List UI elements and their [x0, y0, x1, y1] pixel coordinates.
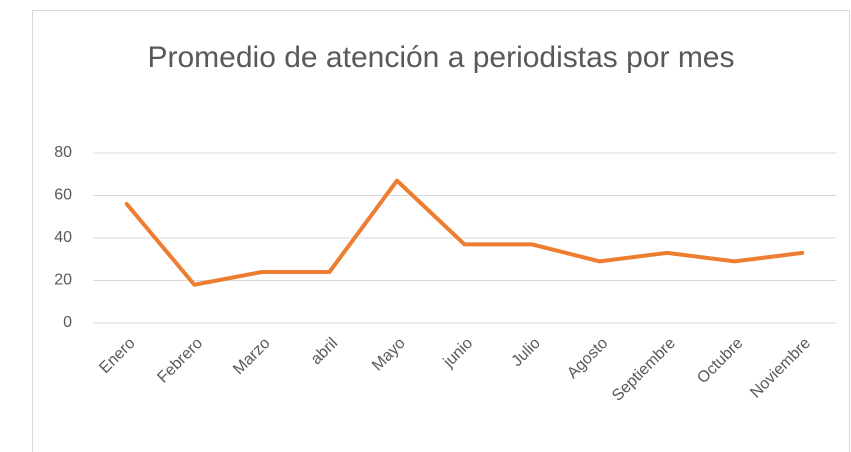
- y-tick-label: 40: [54, 229, 72, 246]
- chart-title: Promedio de atención a periodistas por m…: [147, 41, 735, 74]
- x-tick-label: Septiembre: [609, 335, 679, 405]
- y-tick-label: 0: [63, 314, 72, 331]
- y-tick-label: 80: [54, 144, 72, 161]
- x-tick-label: Mayo: [369, 335, 409, 375]
- x-tick-label: Marzo: [230, 335, 274, 379]
- x-tick-label: Julio: [509, 335, 544, 370]
- x-tick-label: Octubre: [694, 335, 746, 387]
- x-tick-label: Agosto: [564, 335, 611, 382]
- x-tick-label: Febrero: [154, 335, 206, 387]
- y-tick-label: 60: [54, 187, 72, 204]
- data-line: [124, 178, 805, 287]
- x-tick-label: Noviembre: [747, 335, 814, 402]
- chart-border: [32, 10, 850, 452]
- x-tick-label: abril: [308, 335, 341, 368]
- y-tick-label: 20: [54, 272, 72, 289]
- x-tick-label: Enero: [96, 335, 138, 377]
- x-tick-label: junio: [440, 335, 477, 372]
